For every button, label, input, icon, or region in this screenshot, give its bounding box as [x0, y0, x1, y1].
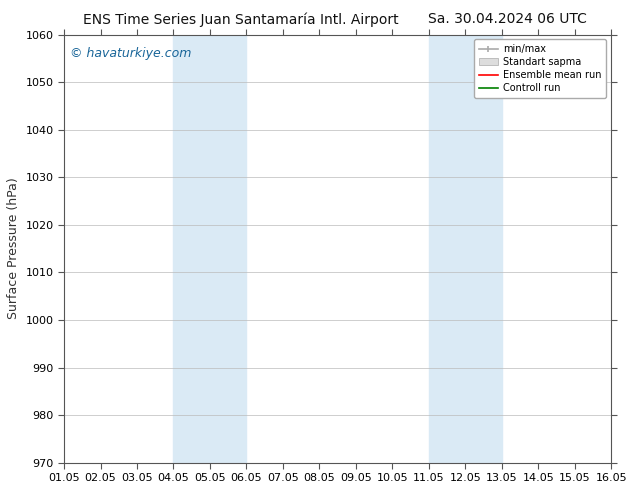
Text: © havaturkiye.com: © havaturkiye.com — [70, 48, 191, 60]
Bar — [429, 35, 501, 463]
Text: ENS Time Series Juan Santamaría Intl. Airport: ENS Time Series Juan Santamaría Intl. Ai… — [83, 12, 399, 27]
Bar — [174, 35, 247, 463]
Legend: min/max, Standart sapma, Ensemble mean run, Controll run: min/max, Standart sapma, Ensemble mean r… — [474, 39, 606, 98]
Y-axis label: Surface Pressure (hPa): Surface Pressure (hPa) — [7, 178, 20, 319]
Text: Sa. 30.04.2024 06 UTC: Sa. 30.04.2024 06 UTC — [428, 12, 586, 26]
